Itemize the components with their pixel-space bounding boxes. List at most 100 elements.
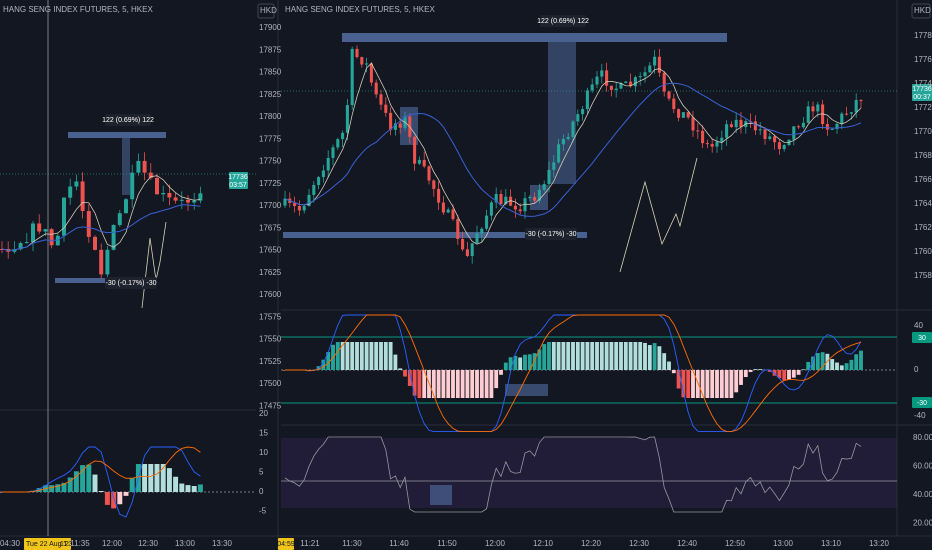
time-label: 13:20 [869, 539, 890, 548]
countdown: 03:57 [229, 182, 247, 189]
candle-body [533, 197, 537, 201]
candle-body [74, 181, 79, 187]
histogram-bar [197, 484, 203, 492]
indicator-label: -5 [259, 507, 267, 516]
histogram-bar [393, 354, 398, 370]
candle-body [830, 128, 834, 130]
histogram-bar [489, 370, 494, 398]
histogram-bar [599, 342, 604, 370]
histogram-bar [556, 342, 561, 370]
histogram-bar [111, 492, 117, 509]
price-label: 17625 [259, 268, 282, 277]
histogram-bar [499, 370, 503, 375]
histogram-bar [806, 361, 811, 370]
histogram-bar [503, 362, 508, 370]
candle-body [485, 215, 489, 229]
candle-body [821, 104, 825, 125]
histogram-bar [590, 342, 595, 370]
signal-line [285, 314, 862, 433]
histogram-bar [643, 342, 647, 370]
time-label: 11:30 [342, 539, 362, 548]
candle-body [696, 130, 700, 132]
range-bar [68, 132, 166, 138]
last-price-badge [912, 84, 932, 101]
histogram-bar [455, 370, 460, 398]
highlight-box [430, 485, 452, 505]
histogram-bar [748, 370, 753, 373]
candle-body [590, 84, 594, 91]
histogram-bar [796, 370, 801, 375]
histogram-bar [652, 343, 657, 370]
histogram-bar [374, 342, 379, 370]
time-label: 04:30 [0, 539, 21, 548]
candle-body [739, 119, 743, 127]
histogram-bar [67, 477, 73, 492]
candle-body [854, 100, 858, 113]
moving-average [1, 175, 201, 251]
histogram-bar [86, 464, 92, 492]
price-label: 17550 [259, 335, 282, 344]
histogram-bar [753, 369, 758, 370]
candle-body [398, 123, 402, 128]
candle-body [312, 184, 316, 195]
histogram-bar [364, 342, 369, 370]
candle-body [283, 198, 287, 206]
rsi-band [281, 438, 897, 508]
last-price: 17736 [912, 86, 932, 93]
histogram-bar [681, 370, 686, 398]
histogram-bar [422, 370, 427, 398]
histogram-bar [508, 357, 513, 370]
candle-body [614, 88, 618, 90]
candle-body [155, 177, 159, 195]
candle-body [557, 144, 561, 163]
candle-body [638, 76, 642, 78]
histogram-bar [551, 342, 556, 370]
candle-body [355, 48, 359, 58]
candle-body [68, 186, 73, 198]
histogram-bar [676, 370, 681, 389]
histogram-bar [724, 370, 729, 398]
price-label: 17750 [259, 157, 282, 166]
histogram-bar [667, 361, 671, 370]
price-label: 17760 [914, 55, 932, 64]
histogram-bar [355, 342, 359, 370]
histogram-bar [662, 353, 667, 370]
histogram-bar [811, 356, 815, 370]
last-price-badge [229, 172, 248, 189]
candle-body [86, 211, 91, 237]
candle-body [773, 136, 777, 143]
time-label: 13:00 [175, 539, 196, 548]
candle-body [561, 139, 565, 145]
projection-arrow [619, 157, 698, 273]
candle-body [657, 56, 661, 73]
candle-body [609, 85, 613, 90]
price-label: 17700 [259, 201, 282, 210]
histogram-bar [185, 485, 191, 492]
candle-body [24, 242, 29, 244]
candle-body [198, 193, 203, 201]
candle-body [845, 113, 849, 115]
histogram-bar [844, 363, 849, 370]
candle-body [365, 63, 369, 65]
candle-body [461, 238, 465, 250]
candle-body [422, 159, 426, 167]
candle-body [341, 132, 345, 140]
candle-body [441, 202, 445, 213]
histogram-bar [321, 359, 326, 370]
last-price: 17736 [228, 174, 248, 181]
range-bar [283, 232, 587, 238]
candle-body [321, 170, 325, 178]
candle-body [336, 139, 340, 148]
candle-body [317, 177, 321, 185]
candle-body [677, 109, 681, 118]
candle-body [537, 189, 541, 201]
candle-body [763, 129, 767, 139]
histogram-bar [691, 370, 695, 398]
measure-label: 122 (0.69%) 122 [102, 117, 154, 124]
histogram-bar [671, 370, 676, 374]
indicator-label: 0 [259, 487, 264, 496]
candle-body [792, 126, 796, 140]
histogram-bar [628, 342, 633, 370]
histogram-bar [705, 370, 710, 398]
histogram-bar [647, 345, 652, 370]
